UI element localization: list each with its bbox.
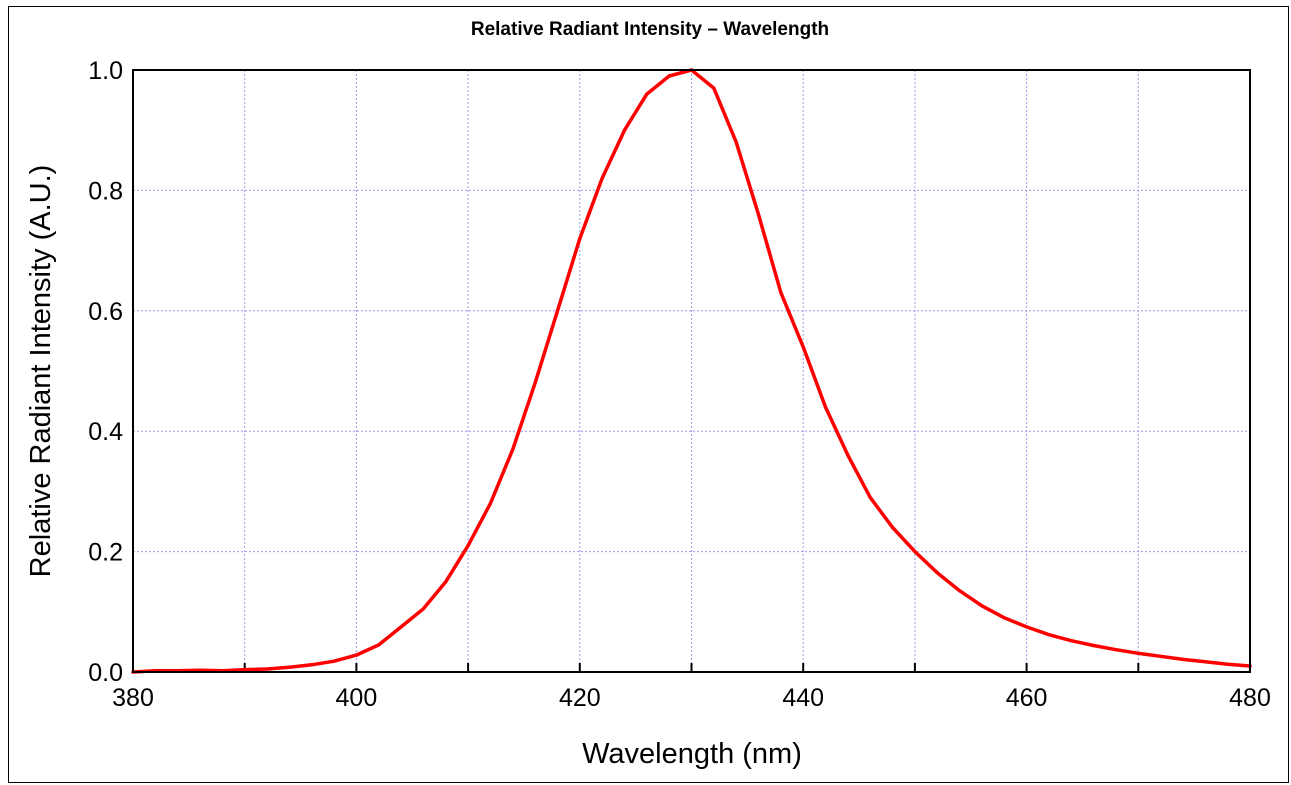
series-point: [287, 665, 291, 669]
ticks: [243, 663, 1140, 672]
grid: [133, 70, 1250, 672]
series-point: [890, 525, 895, 530]
series-point: [354, 653, 358, 657]
series-point: [1203, 660, 1207, 664]
series-point: [377, 643, 381, 647]
series-point: [846, 453, 850, 457]
y-tick-label: 0.6: [88, 298, 123, 326]
series-point: [533, 381, 537, 385]
series-point: [622, 128, 627, 132]
series-point: [511, 447, 515, 451]
series-point: [1226, 662, 1230, 666]
y-tick-label: 0.0: [88, 659, 123, 687]
series-point: [935, 571, 939, 575]
series-point: [488, 501, 493, 506]
plot-area-border: [132, 69, 1251, 673]
series-point: [243, 667, 247, 672]
series-point: [1069, 639, 1073, 643]
tick-labels: 380 400 420 440 460 480 0.0 0.2 0.4 0.6 0.8 1.0: [88, 57, 1271, 712]
x-tick-label: 480: [1229, 684, 1271, 712]
series-point: [1002, 616, 1006, 620]
series-point: [600, 176, 604, 180]
chart-title: Relative Radiant Intensity – Wavelength: [471, 19, 829, 40]
series-point: [667, 74, 671, 78]
y-tick-label: 1.0: [88, 57, 123, 85]
series-point: [444, 580, 448, 584]
x-axis-label: Wavelength (nm): [582, 738, 802, 770]
x-tick-label: 460: [1006, 684, 1048, 712]
y-tick-label: 0.4: [88, 418, 123, 446]
series-point: [801, 345, 805, 349]
series-point: [265, 667, 269, 671]
series-point: [756, 212, 761, 217]
series-point: [868, 495, 872, 500]
y-axis-label: Relative Radiant Intensity (A.U.): [25, 165, 57, 578]
series-point: [1159, 654, 1163, 658]
series-point: [332, 659, 336, 663]
series-point: [779, 291, 783, 295]
x-tick-label: 380: [112, 684, 154, 712]
series-point: [645, 92, 649, 96]
series-point: [980, 604, 984, 608]
series-point: [399, 625, 403, 629]
series-point: [1025, 625, 1029, 629]
y-tick-label: 0.2: [88, 539, 123, 567]
series-point: [555, 309, 560, 313]
x-tick-label: 400: [336, 684, 378, 712]
series-point: [1181, 657, 1185, 661]
series-point: [712, 86, 716, 90]
series-point: [1136, 651, 1140, 655]
series-point: [466, 543, 470, 548]
x-tick-label: 440: [782, 684, 824, 712]
series-point: [578, 236, 582, 241]
series-point: [1114, 648, 1118, 652]
series-point: [913, 550, 917, 554]
series-point: [1092, 643, 1096, 648]
series-point: [421, 607, 426, 611]
series-point: [198, 668, 202, 672]
x-tick-label: 420: [559, 684, 601, 712]
series-point: [310, 663, 314, 667]
series-point: [1047, 633, 1051, 637]
y-tick-label: 0.8: [88, 177, 123, 205]
series-point: [823, 405, 828, 409]
series-point: [734, 140, 738, 144]
series-point: [957, 589, 962, 593]
chart-frame: [8, 6, 1289, 783]
